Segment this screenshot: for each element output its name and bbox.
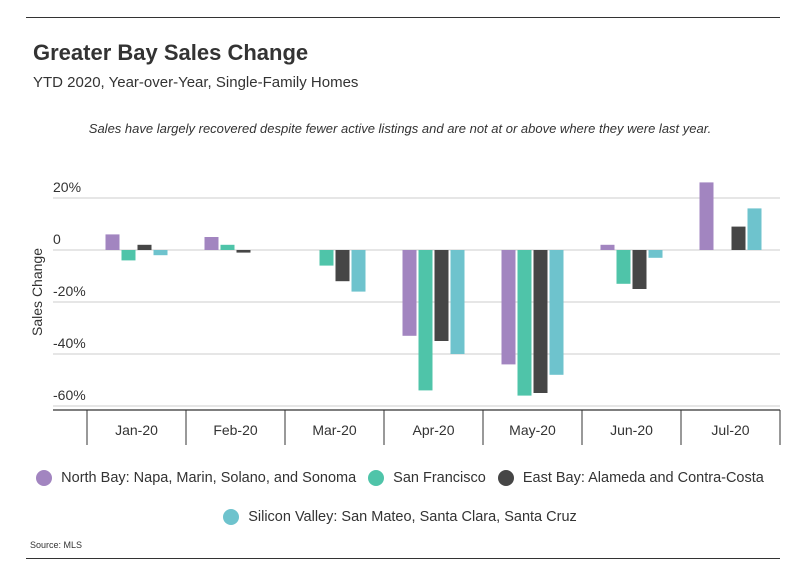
bar xyxy=(616,250,631,284)
bar xyxy=(648,250,663,258)
bar xyxy=(533,250,548,393)
bar xyxy=(517,250,532,396)
bar xyxy=(121,250,136,261)
x-tick-label: Jan-20 xyxy=(115,422,158,438)
bar xyxy=(220,244,235,250)
x-tick-label: May-20 xyxy=(509,422,556,438)
chart-subtitle: YTD 2020, Year-over-Year, Single-Family … xyxy=(33,74,359,91)
bar xyxy=(418,250,433,391)
bottom-rule xyxy=(26,558,780,559)
y-tick-label: -60% xyxy=(53,387,86,403)
bar xyxy=(319,250,334,266)
legend-item-north-bay: North Bay: Napa, Marin, Solano, and Sono… xyxy=(36,470,356,486)
bar xyxy=(450,250,465,354)
bar xyxy=(335,250,350,282)
bar xyxy=(747,208,762,250)
bar xyxy=(549,250,564,375)
bar xyxy=(204,237,219,250)
legend-item-silicon-valley: Silicon Valley: San Mateo, Santa Clara, … xyxy=(223,509,577,525)
y-tick-label: 0 xyxy=(53,231,61,247)
legend-label-east-bay: East Bay: Alameda and Contra-Costa xyxy=(522,470,764,486)
bar xyxy=(402,250,417,336)
bar xyxy=(501,250,516,365)
x-tick-label: Mar-20 xyxy=(312,422,357,438)
legend-label-silicon-valley: Silicon Valley: San Mateo, Santa Clara, … xyxy=(248,509,577,525)
chart-title: Greater Bay Sales Change xyxy=(33,40,309,65)
x-tick-label: Apr-20 xyxy=(412,422,454,438)
bar xyxy=(351,250,366,292)
bar xyxy=(699,182,714,250)
y-tick-label: -20% xyxy=(53,283,86,299)
x-tick-label: Jun-20 xyxy=(610,422,653,438)
x-tick-label: Jul-20 xyxy=(711,422,749,438)
y-tick-label: 20% xyxy=(53,179,81,195)
legend-swatch-silicon-valley xyxy=(223,509,240,525)
chart-annotation: Sales have largely recovered despite few… xyxy=(88,121,712,136)
bar-chart: 20% 0 -20% -40% -60% Sales Change Jan-20 Feb-20… xyxy=(29,179,781,445)
legend-label-north-bay: North Bay: Napa, Marin, Solano, and Sono… xyxy=(61,470,357,486)
bar xyxy=(153,250,168,256)
legend-swatch-san-francisco xyxy=(368,470,385,486)
y-tick-label: -40% xyxy=(53,335,86,351)
x-tick-label: Feb-20 xyxy=(213,422,258,438)
bar xyxy=(434,250,449,341)
bar xyxy=(105,234,120,250)
source-note: Source: MLS xyxy=(30,540,83,550)
bar xyxy=(731,226,746,250)
legend-label-san-francisco: San Francisco xyxy=(393,470,486,486)
legend-item-san-francisco: San Francisco xyxy=(368,470,486,486)
legend-swatch-east-bay xyxy=(497,470,514,486)
legend-row-1: North Bay: Napa, Marin, Solano, and Sono… xyxy=(0,470,800,486)
legend-swatch-north-bay xyxy=(36,470,53,486)
top-rule xyxy=(26,17,780,18)
bar xyxy=(632,250,647,289)
y-axis-title: Sales Change xyxy=(29,248,45,336)
legend-row-2: Silicon Valley: San Mateo, Santa Clara, … xyxy=(0,509,800,525)
bar xyxy=(600,244,615,250)
bar xyxy=(236,250,251,253)
legend-item-east-bay: East Bay: Alameda and Contra-Costa xyxy=(497,470,764,486)
bar xyxy=(137,244,152,250)
